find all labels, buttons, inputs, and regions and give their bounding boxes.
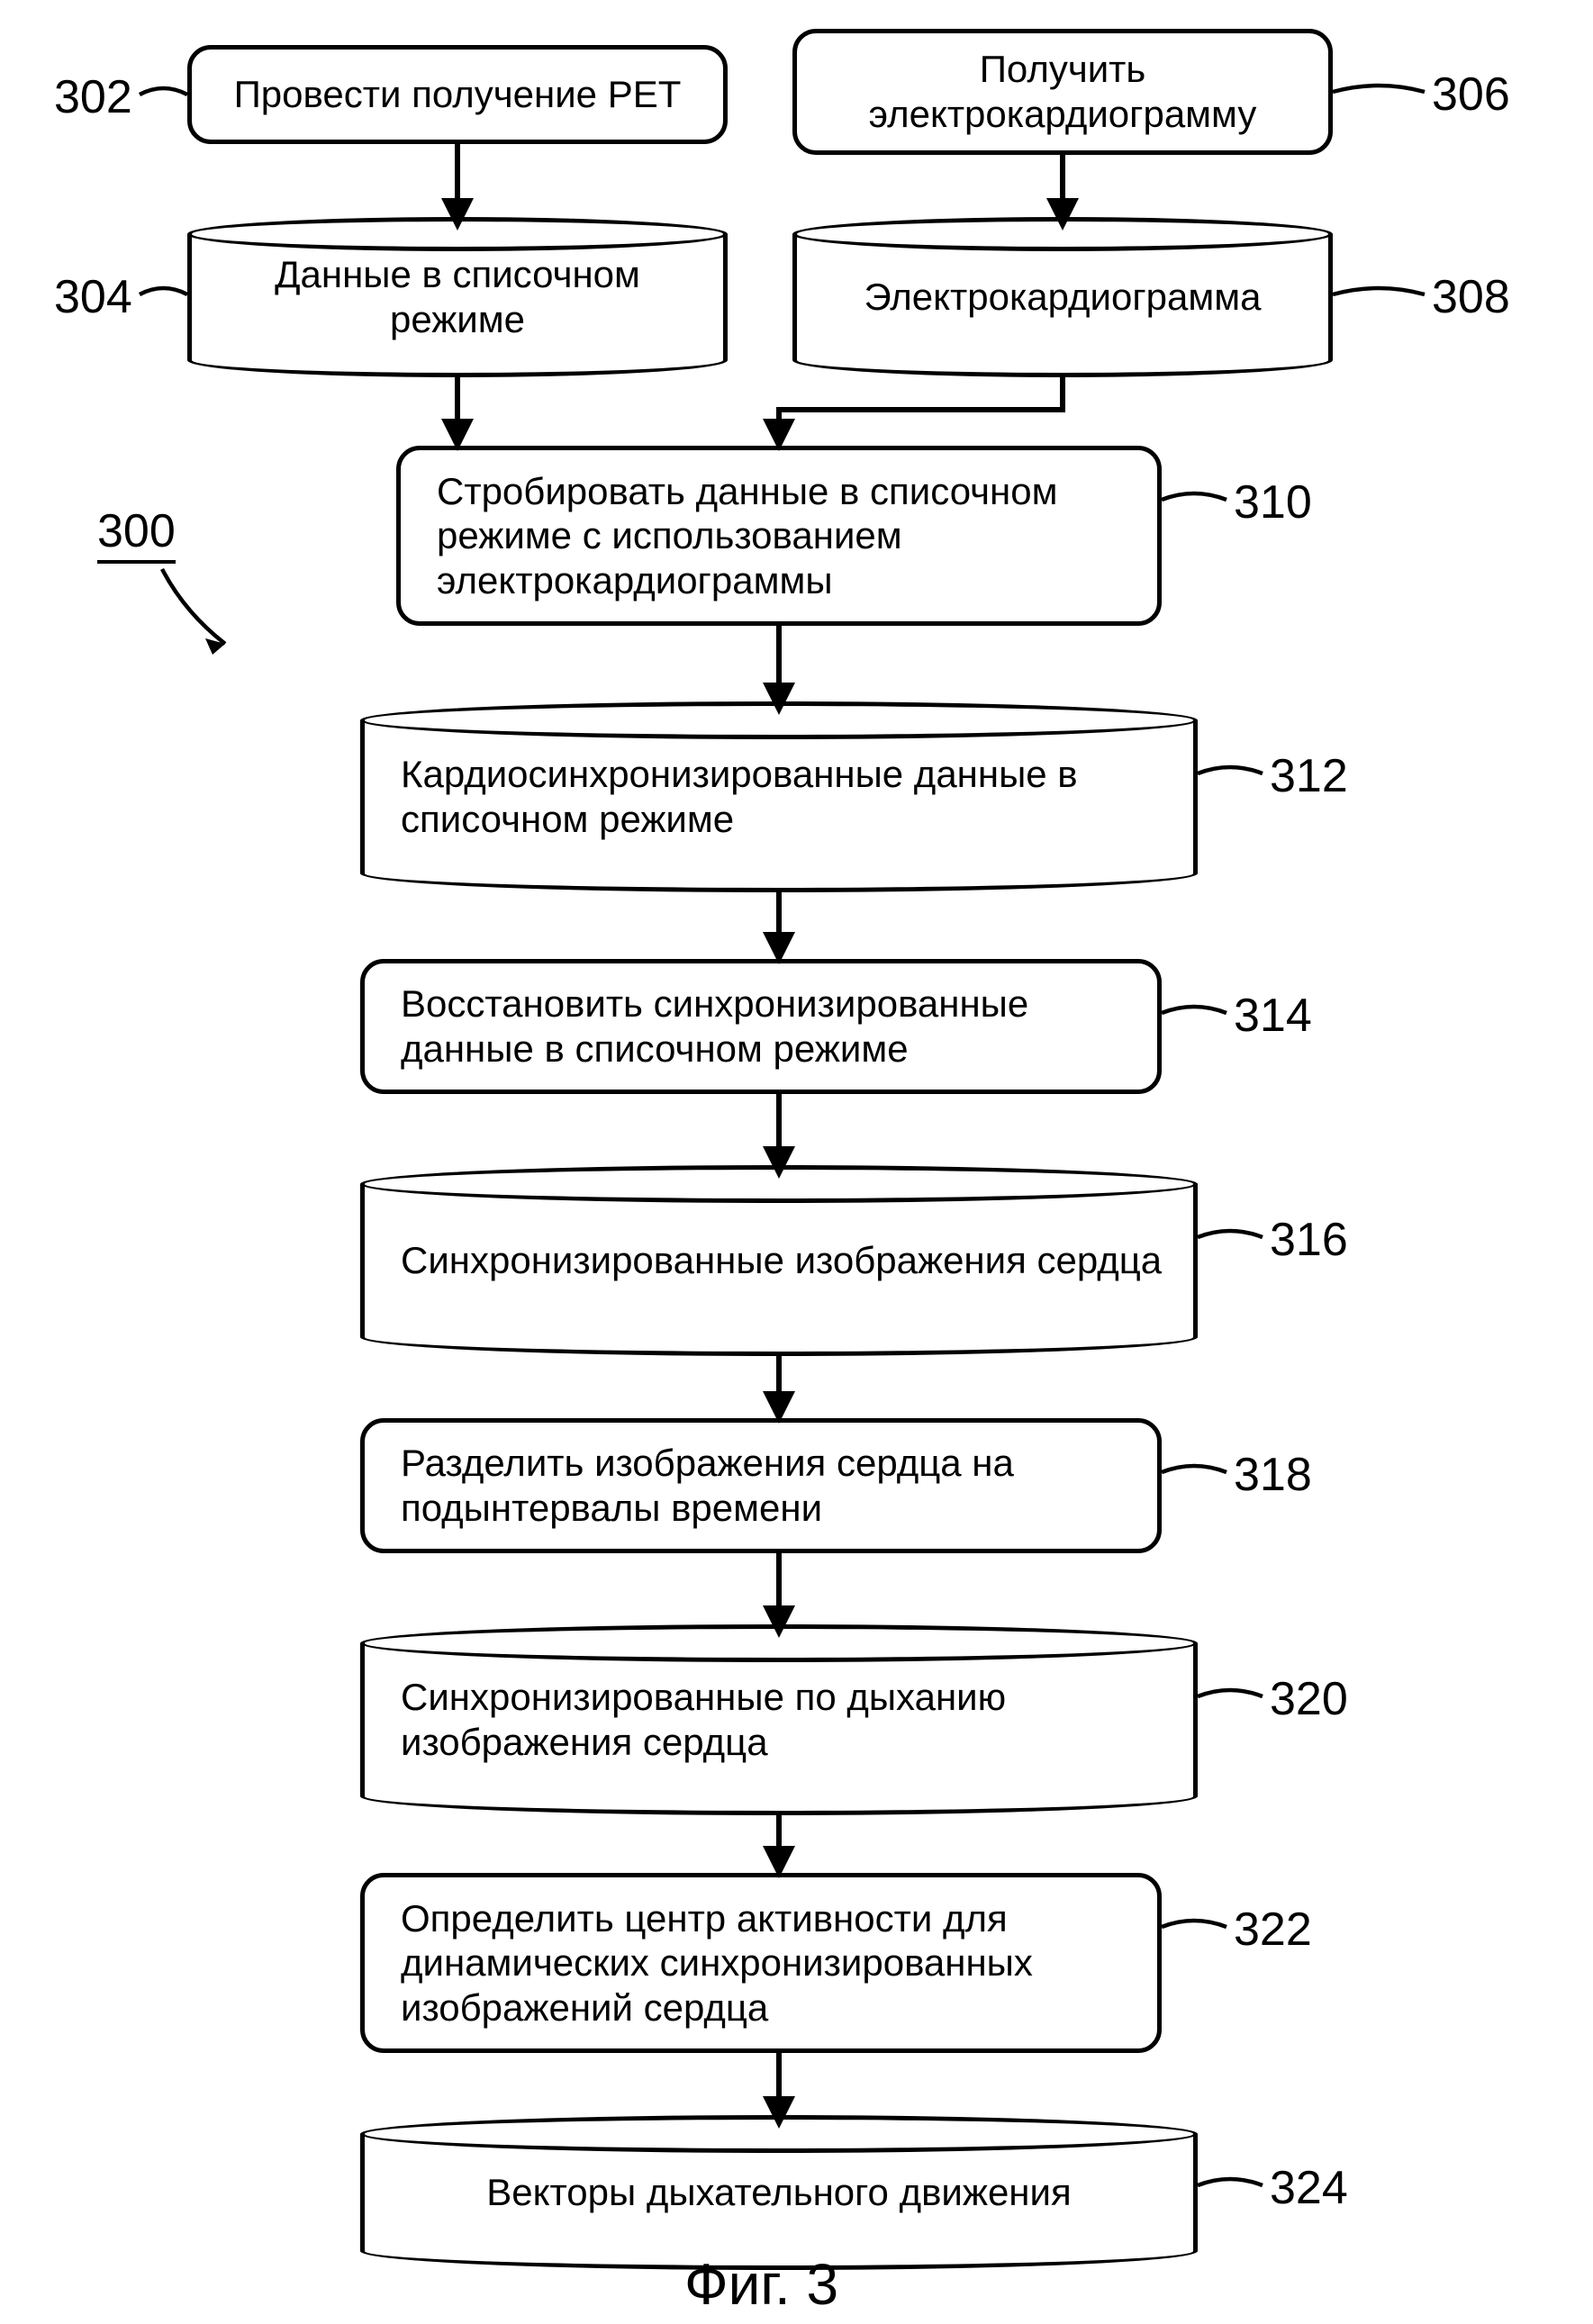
figure-caption: Фиг. 3 bbox=[684, 2251, 838, 2318]
node-312-text: Кардиосинхронизированные данные в списоч… bbox=[401, 752, 1168, 841]
node-302-text: Провести получение PET bbox=[217, 72, 698, 117]
node-324: Векторы дыхательного движения bbox=[360, 2134, 1198, 2251]
node-324-text: Векторы дыхательного движения bbox=[390, 2170, 1168, 2215]
node-310: Стробировать данные в списочном режиме с… bbox=[396, 446, 1162, 626]
ref-label-304: 304 bbox=[54, 270, 132, 324]
ref-label-318: 318 bbox=[1234, 1448, 1312, 1502]
flowchart-canvas: Провести получение PET Получить электрока… bbox=[0, 0, 1593, 2324]
ref-label-306: 306 bbox=[1432, 68, 1510, 122]
node-316: Синхронизированные изображения сердца bbox=[360, 1184, 1198, 1337]
ref-label-302: 302 bbox=[54, 70, 132, 124]
node-316-text: Синхронизированные изображения сердца bbox=[401, 1238, 1168, 1283]
node-314-text: Восстановить синхронизированные данные в… bbox=[401, 981, 1132, 1071]
ref-label-310: 310 bbox=[1234, 475, 1312, 529]
ref-label-308: 308 bbox=[1432, 270, 1510, 324]
node-308-text: Электрокардиограмма bbox=[822, 275, 1303, 320]
node-304: Данные в списочном режиме bbox=[187, 234, 728, 360]
ref-label-314: 314 bbox=[1234, 989, 1312, 1043]
node-306: Получить электрокардиограмму bbox=[792, 29, 1333, 155]
diagram-ref-label: 300 bbox=[97, 504, 176, 564]
node-306-text: Получить электрокардиограмму bbox=[822, 47, 1303, 136]
ref-label-324: 324 bbox=[1270, 2161, 1348, 2215]
ref-label-316: 316 bbox=[1270, 1213, 1348, 1267]
node-312: Кардиосинхронизированные данные в списоч… bbox=[360, 720, 1198, 873]
node-320-text: Синхронизированные по дыханию изображени… bbox=[401, 1675, 1168, 1764]
node-322: Определить центр активности для динамиче… bbox=[360, 1873, 1162, 2053]
node-318-text: Разделить изображения сердца на подынтер… bbox=[401, 1441, 1132, 1530]
ref-label-322: 322 bbox=[1234, 1903, 1312, 1957]
node-314: Восстановить синхронизированные данные в… bbox=[360, 959, 1162, 1094]
node-308: Электрокардиограмма bbox=[792, 234, 1333, 360]
node-320: Синхронизированные по дыханию изображени… bbox=[360, 1643, 1198, 1796]
ref-label-312: 312 bbox=[1270, 749, 1348, 803]
node-302: Провести получение PET bbox=[187, 45, 728, 144]
ref-label-320: 320 bbox=[1270, 1672, 1348, 1726]
node-322-text: Определить центр активности для динамиче… bbox=[401, 1896, 1132, 2030]
node-304-text: Данные в списочном режиме bbox=[217, 252, 698, 341]
node-318: Разделить изображения сердца на подынтер… bbox=[360, 1418, 1162, 1553]
node-310-text: Стробировать данные в списочном режиме с… bbox=[437, 469, 1132, 603]
